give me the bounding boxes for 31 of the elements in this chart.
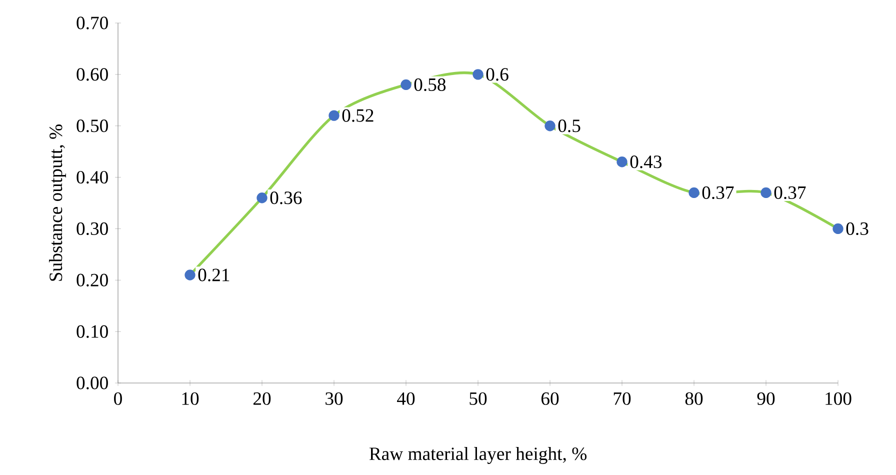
data-label: 0.21 [198,268,230,282]
data-label: 0.3 [846,222,868,236]
data-label: 0.6 [486,68,508,81]
x-tick-label: 20 [253,392,271,405]
y-tick-label: 0.70 [76,16,108,30]
y-tick-label: 0.20 [76,274,108,286]
y-tick-label: 0.00 [76,376,108,390]
x-tick-label: 50 [470,392,487,405]
data-label: 0.58 [414,78,446,92]
y-tick-label: 0.30 [76,222,108,236]
x-tick-label: 80 [685,392,703,405]
y-tick-label: 0.10 [76,325,108,338]
x-tick-label: 60 [541,392,559,405]
y-tick-label: 0.40 [76,170,108,184]
y-tick-label: 0.50 [76,120,108,132]
data-label: 0.43 [630,156,662,168]
data-label: 0.37 [774,186,806,200]
y-axis-title: Substance outputt, % [49,124,66,281]
x-tick-label: 0 [114,392,122,405]
y-tick-label: 0.60 [76,68,108,81]
data-label: 0.36 [270,192,302,204]
data-label: 0.5 [558,120,580,132]
data-label: 0.37 [702,186,734,200]
x-tick-label: 100 [826,392,852,405]
x-tick-label: 30 [326,392,343,405]
data-label: 0.52 [342,109,374,122]
x-tick-label: 40 [397,392,415,405]
x-tick-label: 70 [614,392,631,405]
x-tick-label: 90 [757,392,775,405]
x-axis-title: Raw material layer height, % [369,446,587,464]
x-tick-label: 10 [182,392,199,405]
